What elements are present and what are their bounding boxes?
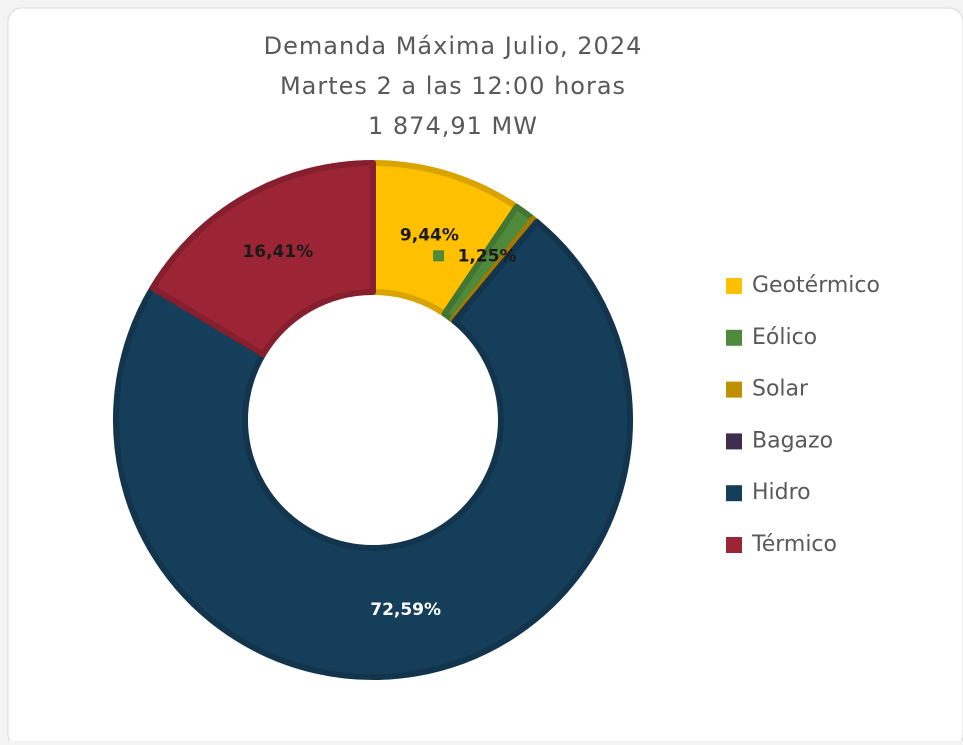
data-label: 9,44% [400, 225, 459, 245]
data-label: 1,25% [458, 246, 517, 266]
data-label: 72,59% [370, 600, 441, 620]
title-line: Martes 2 a las 12:00 horas [280, 72, 626, 100]
legend-key [726, 381, 742, 398]
legend-label: Solar [752, 377, 809, 402]
legend-key [726, 278, 742, 294]
donut [113, 160, 633, 680]
title-line: 1 874,91 MW [368, 112, 538, 140]
legend-key [726, 329, 742, 346]
slice [113, 218, 633, 680]
slice [149, 160, 376, 358]
legend-label: Geotérmico [752, 273, 880, 298]
legend-label: Hidro [752, 480, 811, 505]
legend-label: Térmico [751, 532, 837, 557]
legend-label: Bagazo [752, 428, 833, 453]
title-line: Demanda Máxima Julio, 2024 [264, 32, 643, 60]
legend-key [726, 485, 742, 502]
legend-key [726, 537, 742, 553]
data-label: 16,41% [242, 242, 313, 262]
chart-title: Demanda Máxima Julio, 2024 Martes 2 a las… [264, 32, 643, 140]
legend-label: Eólico [752, 325, 817, 350]
label-key [433, 250, 445, 262]
data-labels: 9,44%1,25% 72,59% 16,41% [242, 225, 516, 620]
legend: Geotérmico Eólico Solar Bagazo Hidro Térmico [726, 273, 880, 557]
legend-key [726, 433, 742, 450]
